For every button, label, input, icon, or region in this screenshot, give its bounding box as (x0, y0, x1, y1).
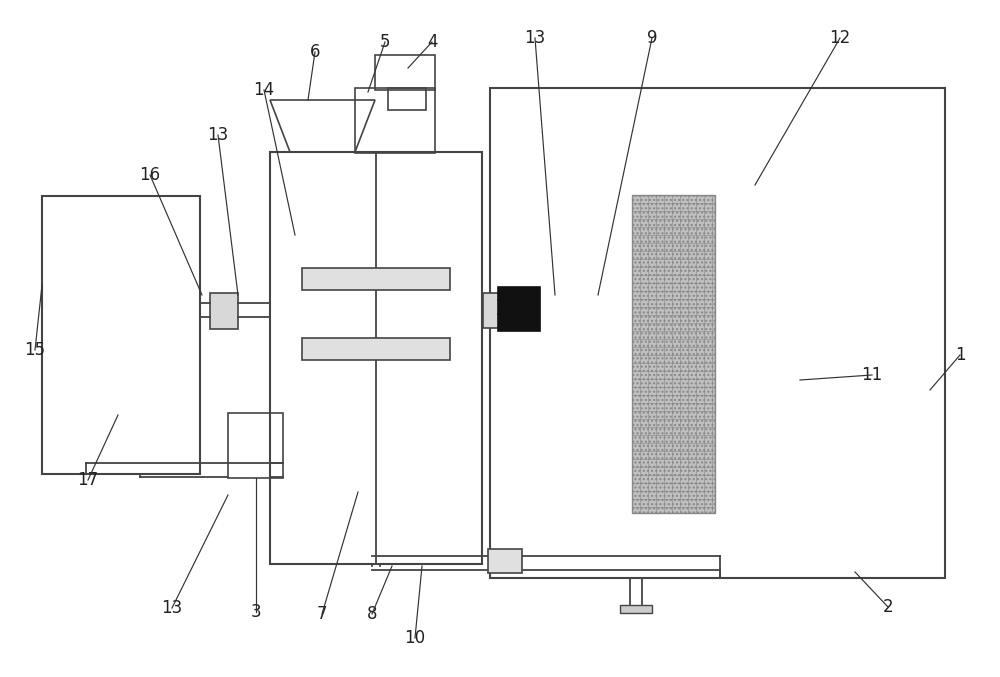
Text: 15: 15 (24, 341, 46, 359)
Text: 7: 7 (317, 605, 327, 623)
Bar (488, 549, 522, 573)
Bar (42, 196, 200, 474)
Text: 2: 2 (883, 598, 893, 616)
Text: 10: 10 (404, 629, 426, 647)
Bar (620, 605, 652, 613)
Bar (228, 413, 283, 478)
Text: 13: 13 (207, 126, 229, 144)
Text: 4: 4 (427, 33, 437, 51)
Bar (483, 293, 501, 328)
Bar (632, 195, 715, 513)
Bar (302, 338, 450, 360)
Bar (355, 88, 435, 153)
Bar (388, 88, 426, 110)
Text: 3: 3 (251, 603, 261, 621)
Text: 5: 5 (380, 33, 390, 51)
Bar (490, 88, 945, 578)
Text: 16: 16 (139, 166, 161, 184)
Text: 12: 12 (829, 29, 851, 47)
Text: 11: 11 (861, 366, 883, 384)
Text: 13: 13 (161, 599, 183, 617)
Text: 8: 8 (367, 605, 377, 623)
Bar (210, 293, 238, 329)
Text: 1: 1 (955, 346, 965, 364)
Text: 9: 9 (647, 29, 657, 47)
Bar (632, 195, 715, 513)
Bar (498, 287, 540, 331)
Text: 13: 13 (524, 29, 546, 47)
Text: 6: 6 (310, 43, 320, 61)
Text: 17: 17 (77, 471, 99, 489)
Bar (302, 268, 450, 290)
Bar (375, 55, 435, 90)
Text: 14: 14 (253, 81, 275, 99)
Bar (270, 152, 482, 564)
